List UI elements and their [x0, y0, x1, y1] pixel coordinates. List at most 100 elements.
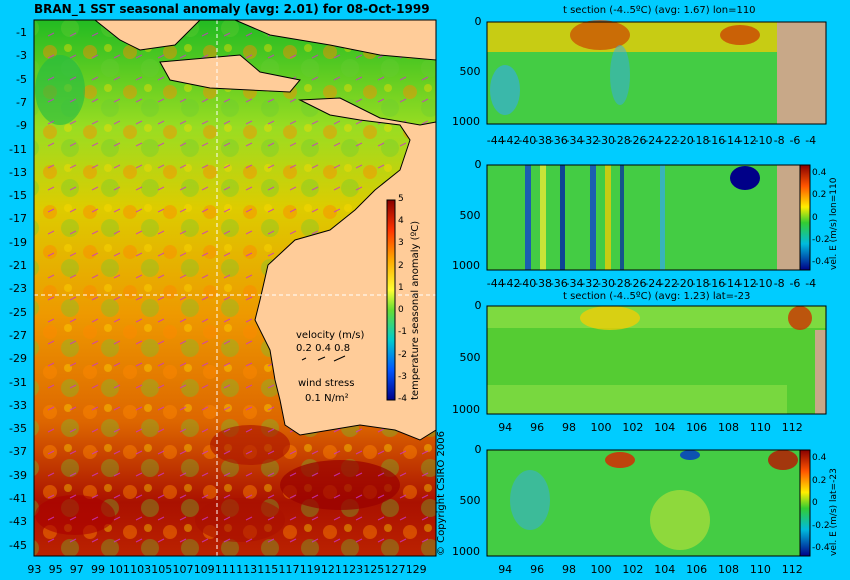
p3-x-tick: 98	[561, 421, 576, 434]
p1-x-tick: -16	[707, 134, 726, 147]
temperature-colorbar-tick: 5	[398, 194, 404, 204]
p2-x-tick: -24	[644, 277, 663, 290]
velocity-arrow-08	[333, 355, 346, 362]
p3-x-tick: 112	[781, 421, 803, 434]
panel2-colorbar	[799, 164, 811, 271]
temperature-colorbar-tick: -4	[398, 394, 407, 404]
p2-x-tick: -12	[738, 277, 757, 290]
p4-x-tick: 104	[654, 563, 676, 576]
lat-tick-label: -29	[9, 352, 27, 366]
velocity-legend-title: velocity (m/s)	[296, 330, 365, 341]
p1-x-tick: -22	[660, 134, 679, 147]
p1-x-tick: -34	[565, 134, 584, 147]
p2-x-tick: -18	[691, 277, 710, 290]
p2-x-tick: -4	[805, 277, 817, 290]
panel3-land	[815, 330, 826, 414]
panel2-colorbar-label: vel. E (m/s) lon=110	[829, 177, 839, 270]
p2-y-tick: 0	[474, 158, 482, 171]
p4-x-tick: 102	[622, 563, 644, 576]
p1-x-tick: -32	[581, 134, 600, 147]
lat-tick-label: -31	[9, 375, 27, 389]
p1-x-tick: -24	[644, 134, 663, 147]
p2-colorbar-tick: 0.4	[812, 168, 827, 178]
lon-tick-label: 127	[384, 563, 406, 576]
p4-colorbar-tick: 0.4	[812, 453, 827, 463]
p2-x-tick: -8	[773, 277, 785, 290]
lon-tick-label: 119	[299, 563, 321, 576]
lat-tick-label: -15	[9, 189, 27, 203]
p2-x-tick: -10	[754, 277, 773, 290]
lon-tick-label: 129	[405, 563, 427, 576]
p1-y-tick: 1000	[452, 115, 480, 128]
p3-y-tick: 500	[459, 351, 481, 364]
p2-x-tick: -40	[518, 277, 537, 290]
java-land	[159, 54, 301, 93]
panel2-field	[487, 165, 777, 270]
lon-tick-label: 101	[108, 563, 130, 576]
p2-x-tick: -14	[723, 277, 742, 290]
lat-tick-label: -3	[16, 49, 27, 63]
p1-x-tick: -42	[502, 134, 521, 147]
p4-x-tick: 94	[498, 563, 513, 576]
p2-x-tick: -30	[597, 277, 616, 290]
p1-x-tick: -36	[549, 134, 568, 147]
p4-colorbar-tick: -0.4	[812, 543, 830, 553]
panel2-land	[777, 165, 803, 270]
lon-tick-label: 99	[91, 563, 105, 576]
lat-tick-label: -9	[16, 119, 27, 133]
lat-tick-label: -21	[9, 259, 27, 272]
lat-tick-label: -27	[9, 328, 27, 342]
lon-tick-label: 107	[172, 563, 194, 576]
lat-tick-label: -25	[9, 305, 27, 319]
p2-colorbar-tick: 0.2	[812, 190, 827, 201]
p4-y-tick: 0	[474, 443, 482, 456]
temperature-colorbar	[386, 199, 396, 401]
map-frame	[33, 19, 437, 557]
panel4-colorbar	[799, 449, 811, 557]
p3-x-tick: 96	[530, 421, 545, 434]
p2-x-tick: -38	[534, 277, 553, 290]
p4-x-tick: 100	[590, 563, 612, 576]
lat-tick-label: -13	[9, 165, 27, 179]
lon-tick-label: 125	[363, 563, 385, 576]
lon-tick-label: 105	[151, 563, 173, 576]
p2-x-tick: -42	[502, 277, 521, 290]
p1-x-tick: -38	[534, 134, 553, 147]
p1-x-tick: -26	[628, 134, 647, 147]
p1-x-tick: -10	[754, 134, 773, 147]
p3-x-tick: 94	[498, 421, 513, 434]
p2-x-tick: -32	[581, 277, 600, 290]
p1-x-tick: -18	[691, 134, 710, 147]
lat-tick-label: -35	[9, 422, 27, 436]
p2-colorbar-tick: -0.2	[812, 234, 830, 245]
p2-x-tick: -20	[675, 277, 694, 290]
temperature-colorbar-tick: 0	[398, 305, 404, 316]
p2-y-tick: 1000	[452, 259, 480, 272]
p2-y-tick: 500	[459, 208, 481, 222]
p4-colorbar-tick: 0.2	[812, 475, 827, 486]
lon-tick-label: 117	[278, 563, 300, 576]
p1-x-tick: -4	[805, 134, 817, 147]
copyright: © Copyright CSIRO 2006	[436, 431, 447, 556]
lon-tick-label: 109	[193, 563, 215, 576]
p2-x-tick: -44	[486, 277, 505, 290]
p3-x-tick: 102	[622, 421, 644, 434]
p2-x-tick: -16	[707, 277, 726, 290]
temperature-colorbar-tick: -1	[398, 327, 407, 338]
velocity-arrow-02	[301, 357, 307, 361]
p3-y-tick: 0	[474, 299, 482, 312]
temperature-colorbar-tick: -2	[398, 349, 407, 360]
p1-x-tick: -8	[773, 134, 785, 147]
lon-tick-label: 103	[130, 563, 152, 576]
lon-tick-label: 93	[27, 563, 42, 576]
p2-x-tick: -22	[660, 277, 679, 290]
p3-x-tick: 104	[654, 421, 676, 434]
p1-x-tick: -44	[486, 134, 505, 147]
lat-tick-label: -41	[9, 492, 27, 505]
lat-tick-label: -43	[9, 515, 27, 529]
temperature-colorbar-label: temperature seasonal anomaly (ºC)	[410, 220, 421, 400]
p3-x-tick: 110	[749, 421, 771, 434]
p4-x-tick: 98	[561, 563, 576, 576]
p1-y-tick: 500	[459, 65, 481, 78]
